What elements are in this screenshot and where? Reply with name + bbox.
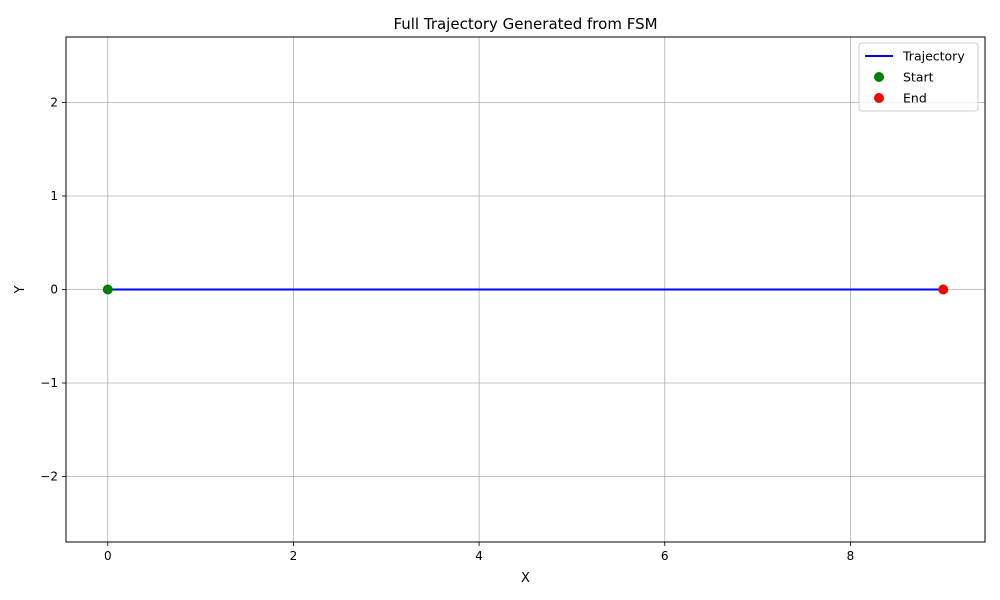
start-point xyxy=(102,284,113,295)
y-tick-label: −2 xyxy=(40,470,58,484)
plot-data xyxy=(102,284,949,295)
y-tick-label: 2 xyxy=(50,95,58,109)
legend-dot-marker xyxy=(874,72,884,82)
end-point xyxy=(938,284,949,295)
y-tick-label: 1 xyxy=(50,189,58,203)
x-tick-label: 8 xyxy=(847,549,855,563)
ticks: 0 2 4 6 8 −2 −1 0 1 2 xyxy=(40,95,854,563)
x-axis-label: X xyxy=(521,571,530,586)
chart-title: Full Trajectory Generated from FSM xyxy=(393,15,657,33)
x-tick-label: 4 xyxy=(475,549,483,563)
x-tick-label: 6 xyxy=(661,549,669,563)
y-axis-label: Y xyxy=(13,285,28,294)
legend-label: Trajectory xyxy=(902,49,965,64)
y-tick-label: 0 xyxy=(50,283,58,297)
x-tick-label: 0 xyxy=(104,549,112,563)
legend-label: End xyxy=(903,91,927,106)
legend-dot-marker xyxy=(874,93,884,103)
legend-label: Start xyxy=(903,70,934,85)
legend-box xyxy=(858,42,979,112)
legend: Trajectory Start End xyxy=(858,42,979,112)
y-tick-label: −1 xyxy=(40,376,58,390)
x-tick-label: 2 xyxy=(290,549,298,563)
